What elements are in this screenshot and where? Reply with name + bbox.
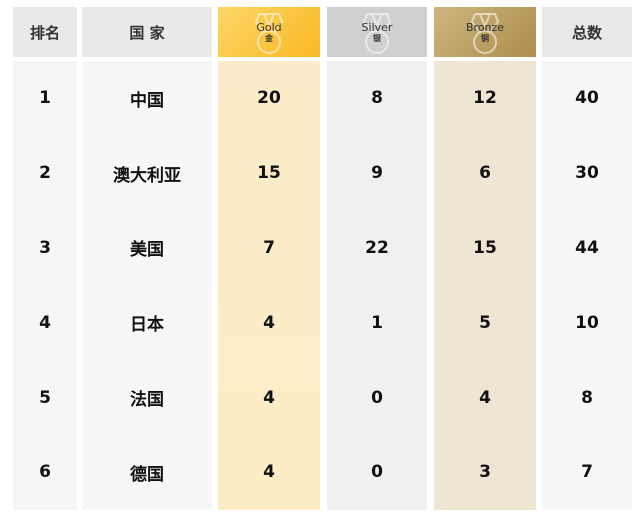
- header-total: 总数: [571, 23, 602, 42]
- cell-silver: 0: [371, 387, 383, 408]
- cell-total: 8: [581, 387, 593, 408]
- cell-silver: 1: [371, 312, 383, 333]
- header-bronze: Bronze: [465, 20, 505, 34]
- medal-icon: [254, 13, 284, 54]
- header-cell-total: 总数: [542, 7, 632, 57]
- column-total: 总数 40 30 44 10 8 7: [542, 7, 632, 510]
- cell-rank: 6: [39, 462, 51, 483]
- header-cell-bronze: Bronze 铜: [434, 7, 536, 57]
- cell-bronze: 12: [473, 88, 497, 109]
- cell-bronze: 5: [479, 312, 491, 333]
- cell-silver: 22: [365, 237, 389, 258]
- cell-gold: 15: [257, 163, 281, 184]
- cell-silver: 8: [371, 88, 383, 109]
- cell-country: 中国: [130, 90, 164, 111]
- cell-total: 44: [575, 237, 599, 258]
- cell-gold: 20: [257, 88, 281, 109]
- cell-country: 美国: [130, 240, 164, 261]
- cell-country: 日本: [130, 315, 164, 336]
- cell-gold: 4: [263, 387, 275, 408]
- header-bronze-cn: 铜: [481, 33, 489, 43]
- header-cell-gold: Gold 金: [218, 7, 320, 57]
- cell-country: 德国: [130, 464, 164, 485]
- cell-silver: 0: [371, 462, 383, 483]
- cell-gold: 7: [263, 237, 275, 258]
- column-gold: Gold 金 20 15 7 4 4 4: [218, 7, 320, 510]
- cell-rank: 5: [39, 387, 51, 408]
- cell-country: 澳大利亚: [113, 165, 181, 186]
- header-silver-cn: 银: [373, 33, 381, 43]
- cell-rank: 4: [39, 312, 51, 333]
- header-gold: Gold: [256, 20, 282, 34]
- cell-rank: 2: [39, 163, 51, 184]
- column-country: 国 家中国澳大利亚美国日本法国德国: [82, 7, 212, 510]
- medal-icon: [362, 13, 392, 54]
- header-country: 国 家: [129, 23, 165, 42]
- header-cell-silver: Silver 银: [327, 7, 427, 57]
- cell-total: 7: [581, 462, 593, 483]
- header-gold-cn: 金: [265, 33, 273, 43]
- cell-total: 10: [575, 312, 599, 333]
- column-bronze: Bronze 铜 12 6 15 5 4 3: [434, 7, 536, 510]
- cell-rank: 3: [39, 237, 51, 258]
- cell-gold: 4: [263, 312, 275, 333]
- cell-gold: 4: [263, 462, 275, 483]
- medal-icon: [470, 13, 500, 54]
- header-silver: Silver: [361, 20, 393, 34]
- cell-country: 法国: [130, 390, 164, 411]
- column-rank: 排名 1 2 3 4 5 6: [13, 7, 77, 510]
- cell-bronze: 4: [479, 387, 491, 408]
- header-cell-country: 国 家: [82, 7, 212, 57]
- cell-rank: 1: [39, 88, 51, 109]
- cell-bronze: 15: [473, 237, 497, 258]
- cell-silver: 9: [371, 163, 383, 184]
- header-rank: 排名: [29, 23, 60, 42]
- cell-total: 40: [575, 88, 599, 109]
- cell-total: 30: [575, 163, 599, 184]
- cell-bronze: 6: [479, 163, 491, 184]
- cell-bronze: 3: [479, 462, 491, 483]
- column-silver: Silver 银 8 9 22 1 0 0: [327, 7, 427, 510]
- header-cell-rank: 排名: [13, 7, 77, 57]
